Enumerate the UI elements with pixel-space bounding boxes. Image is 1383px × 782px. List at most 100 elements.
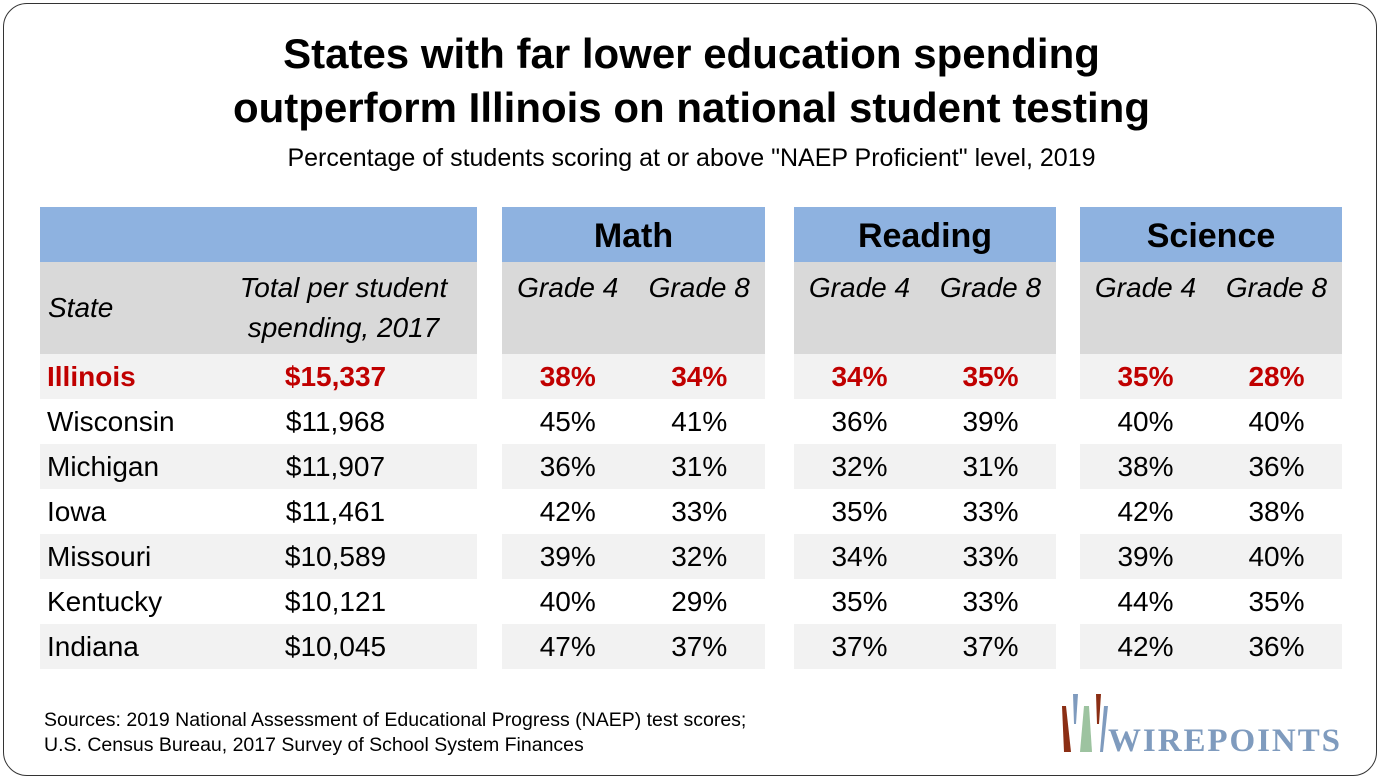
- subtitle: Percentage of students scoring at or abo…: [287, 144, 1096, 172]
- table-row: 35% 28%: [1080, 354, 1342, 399]
- read8-cell: 35%: [962, 361, 1019, 392]
- table-row: 39% 32%: [502, 534, 765, 579]
- table-row: 45% 41%: [502, 399, 765, 444]
- sci4-cell: 35%: [1117, 361, 1174, 392]
- math4-cell: 36%: [539, 451, 596, 482]
- spending-cell: $10,589: [284, 541, 387, 572]
- sci8-cell: 40%: [1248, 406, 1305, 437]
- state-header: State: [48, 292, 114, 323]
- spending-cell: $10,045: [284, 631, 387, 662]
- table-row: 35% 33%: [794, 579, 1056, 624]
- sci8-cell: 36%: [1248, 451, 1305, 482]
- sci4-cell: 42%: [1117, 496, 1174, 527]
- table-row: 34% 35%: [794, 354, 1056, 399]
- sources-line-2: U.S. Census Bureau, 2017 Survey of Schoo…: [44, 734, 584, 756]
- table-row: 44% 35%: [1080, 579, 1342, 624]
- sci4-cell: 39%: [1117, 541, 1174, 572]
- title-line-2: outperform Illinois on national student …: [233, 84, 1150, 131]
- read4-cell: 34%: [831, 541, 888, 572]
- grade-4-header: Grade 4: [808, 272, 911, 303]
- table-row: 42% 36%: [1080, 624, 1342, 669]
- table-row: 40% 29%: [502, 579, 765, 624]
- grade-4-header: Grade 4: [1094, 272, 1197, 303]
- spending-cell: $15,337: [284, 361, 387, 392]
- table-row: 36% 39%: [794, 399, 1056, 444]
- table-row: Michigan $11,907: [40, 444, 477, 489]
- read8-cell: 39%: [962, 406, 1019, 437]
- table-row: 37% 37%: [794, 624, 1056, 669]
- sci8-cell: 40%: [1248, 541, 1305, 572]
- sci4-cell: 44%: [1117, 586, 1174, 617]
- table-row: Kentucky $10,121: [40, 579, 477, 624]
- read8-cell: 33%: [962, 586, 1019, 617]
- spending-cell: $11,461: [285, 496, 386, 527]
- sci4-cell: 42%: [1117, 631, 1174, 662]
- svg-text:WIREPOINTS: WIREPOINTS: [1108, 723, 1340, 754]
- read4-cell: 34%: [831, 361, 888, 392]
- science-column-group: Science Grade 4 Grade 8 35% 28% 40% 40% 38% 36…: [1080, 207, 1342, 669]
- sources-line-1: Sources: 2019 National Assessment of Edu…: [44, 709, 747, 731]
- grade-8-header: Grade 8: [1225, 272, 1328, 303]
- title-line-1: States with far lower education spending: [283, 30, 1100, 77]
- table-row: 35% 33%: [794, 489, 1056, 534]
- grade-4-header: Grade 4: [517, 272, 619, 303]
- read4-cell: 35%: [831, 496, 888, 527]
- header-band: [40, 207, 477, 262]
- table-row: 40% 40%: [1080, 399, 1342, 444]
- math4-cell: 45%: [539, 406, 596, 437]
- math4-cell: 47%: [539, 631, 596, 662]
- math4-cell: 39%: [539, 541, 596, 572]
- grade-8-header: Grade 8: [648, 272, 750, 303]
- table-row: 47% 37%: [502, 624, 765, 669]
- math8-cell: 33%: [671, 496, 728, 527]
- sci8-cell: 35%: [1248, 586, 1305, 617]
- read8-cell: 33%: [962, 496, 1019, 527]
- table-row: Indiana $10,045: [40, 624, 477, 669]
- sci4-cell: 40%: [1117, 406, 1174, 437]
- math8-cell: 37%: [671, 631, 728, 662]
- state-cell: Missouri: [47, 541, 152, 572]
- table-row: 38% 34%: [502, 354, 765, 399]
- table-row: 32% 31%: [794, 444, 1056, 489]
- math-header: Math: [502, 207, 765, 262]
- table-row: Wisconsin $11,968: [40, 399, 477, 444]
- table-row: 36% 31%: [502, 444, 765, 489]
- sources: Sources: 2019 National Assessment of Edu…: [44, 708, 746, 758]
- science-header: Science: [1080, 207, 1342, 262]
- state-cell: Indiana: [47, 631, 139, 662]
- state-cell: Iowa: [47, 496, 107, 527]
- state-cell: Michigan: [47, 451, 160, 482]
- reading-header: Reading: [794, 207, 1056, 262]
- math8-cell: 34%: [671, 361, 728, 392]
- table-row: Missouri $10,589: [40, 534, 477, 579]
- math4-cell: 38%: [539, 361, 596, 392]
- table-row: 39% 40%: [1080, 534, 1342, 579]
- math8-cell: 41%: [671, 406, 728, 437]
- read4-cell: 35%: [831, 586, 888, 617]
- sci8-cell: 38%: [1248, 496, 1305, 527]
- table-row: 42% 33%: [502, 489, 765, 534]
- table-row: 38% 36%: [1080, 444, 1342, 489]
- math8-cell: 32%: [671, 541, 728, 572]
- state-column-group: State Total per student spending, 2017 I…: [40, 207, 477, 669]
- state-cell: Wisconsin: [47, 406, 175, 437]
- read4-cell: 32%: [831, 451, 888, 482]
- reading-column-group: Reading Grade 4 Grade 8 34% 35% 36% 39% 32% 31…: [794, 207, 1056, 669]
- table-row: Illinois $15,337: [40, 354, 477, 399]
- read8-cell: 33%: [962, 541, 1019, 572]
- spending-cell: $10,121: [284, 586, 387, 617]
- slide-frame: [3, 3, 1377, 776]
- table-row: 34% 33%: [794, 534, 1056, 579]
- math4-cell: 40%: [539, 586, 596, 617]
- sci4-cell: 38%: [1117, 451, 1174, 482]
- spending-cell: $11,968: [285, 406, 386, 437]
- read8-cell: 31%: [962, 451, 1019, 482]
- math8-cell: 31%: [671, 451, 728, 482]
- math4-cell: 42%: [539, 496, 596, 527]
- math8-cell: 29%: [671, 586, 728, 617]
- spending-cell: $11,907: [285, 451, 386, 482]
- state-cell: Illinois: [47, 361, 136, 392]
- read8-cell: 37%: [962, 631, 1019, 662]
- table-row: 42% 38%: [1080, 489, 1342, 534]
- spending-header: Total per student spending, 2017: [239, 272, 448, 343]
